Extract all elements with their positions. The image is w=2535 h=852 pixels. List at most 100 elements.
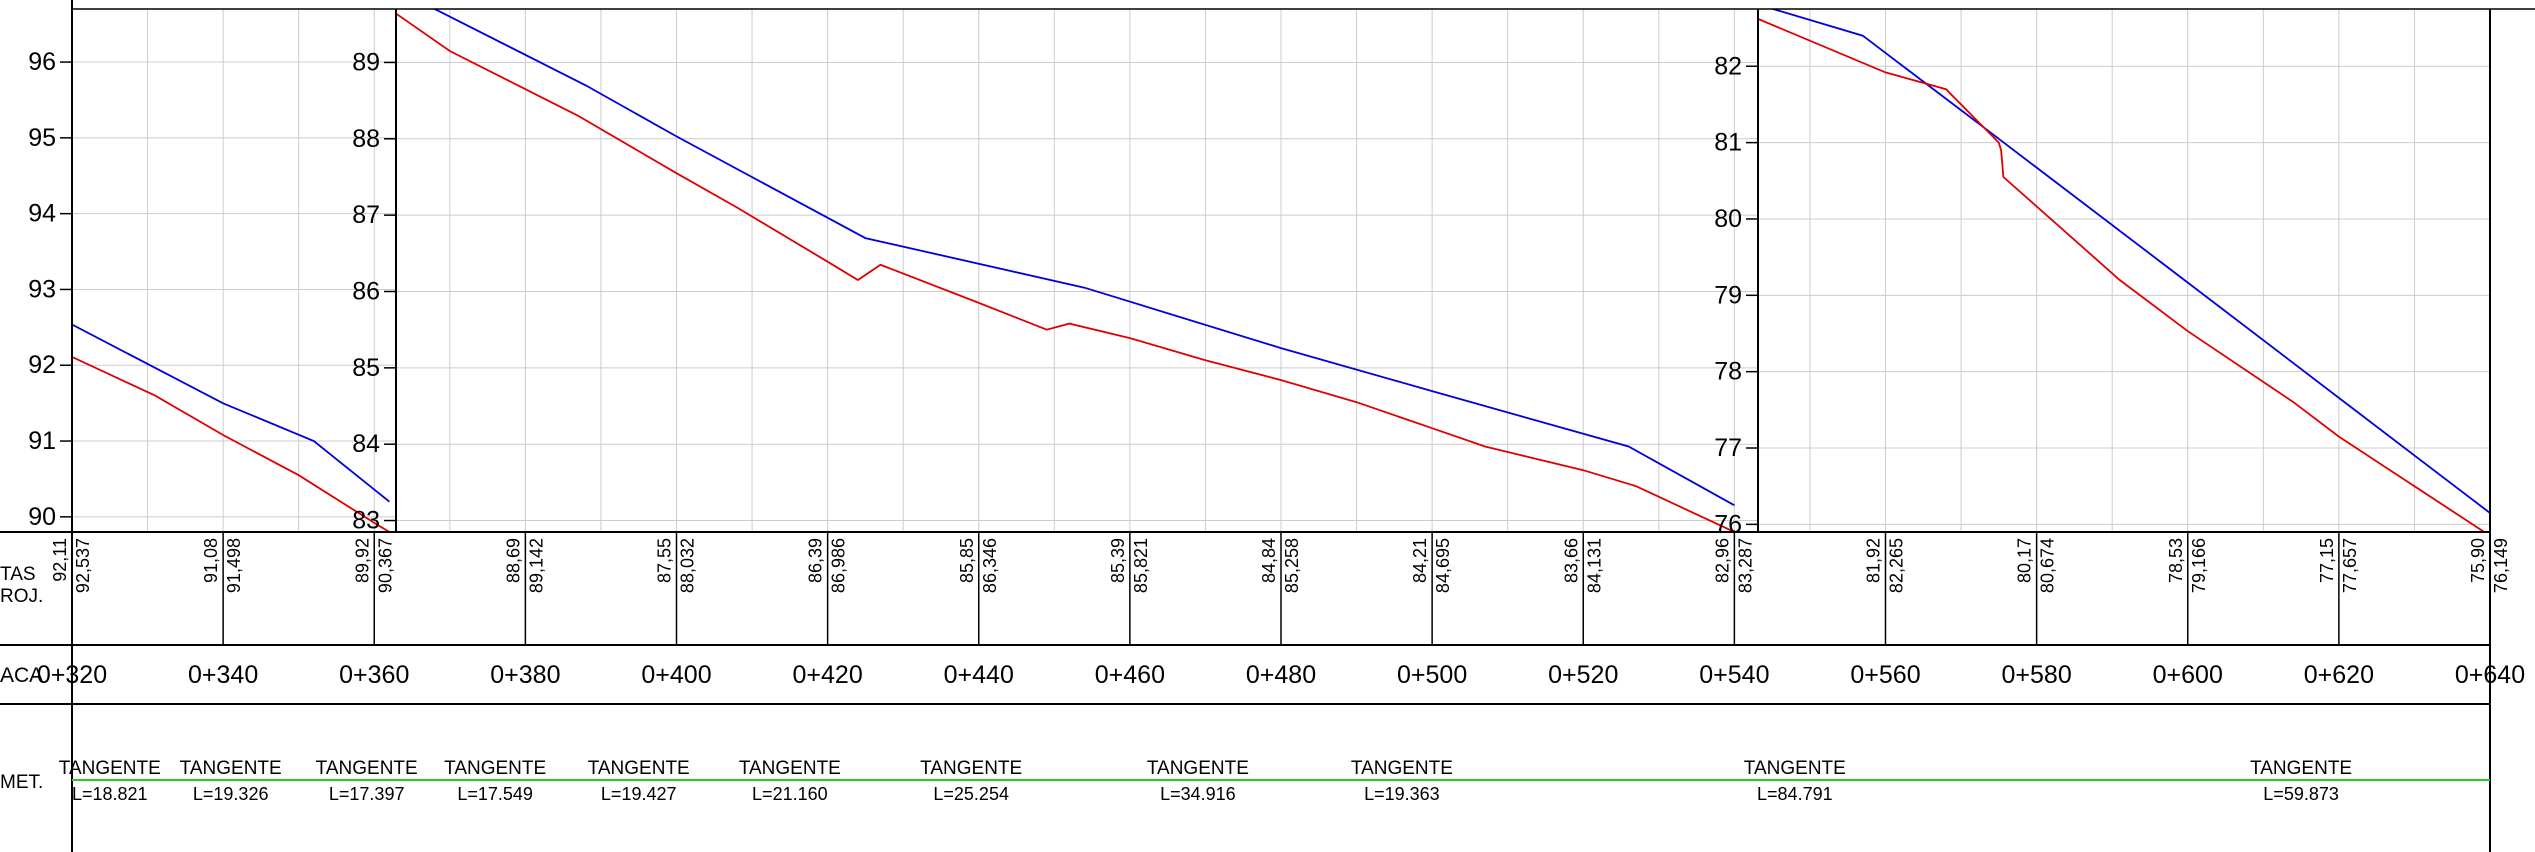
grade-line — [1769, 9, 2490, 514]
grade-elevation-label: 82,265 — [1887, 538, 1907, 593]
station-label: 0+620 — [2304, 661, 2374, 689]
data-bands: 92,11 92,537 0+320 91,08 91,498 0+340 89,92 90,… — [37, 532, 2525, 804]
terrain-elevation-label: 77,15 — [2317, 538, 2337, 583]
row-label-station: ACA — [0, 664, 43, 687]
grade-elevation-label: 90,367 — [375, 538, 395, 593]
row-label-geometry: MET. — [0, 772, 43, 793]
grade-elevation-label: 80,674 — [2038, 538, 2058, 593]
station-label: 0+600 — [2153, 661, 2223, 689]
y-tick-label: 86 — [352, 277, 380, 305]
y-tick-label: 78 — [1714, 358, 1742, 386]
geometry-length-label: L=84.791 — [1757, 784, 1833, 804]
y-tick-label: 89 — [352, 48, 380, 76]
geometry-length-label: L=59.873 — [2263, 784, 2339, 804]
grade-elevation-label: 91,498 — [224, 538, 244, 593]
grade-elevation-label: 85,821 — [1131, 538, 1151, 593]
station-label: 0+400 — [641, 661, 711, 689]
station-label: 0+380 — [490, 661, 560, 689]
y-tick-label: 87 — [352, 201, 380, 229]
geometry-type-label: TANGENTE — [180, 758, 282, 779]
y-tick-label: 85 — [352, 354, 380, 382]
y-tick-label: 88 — [352, 125, 380, 153]
y-tick-label: 91 — [28, 427, 56, 455]
geometry-length-label: L=18.821 — [72, 784, 148, 804]
station-label: 0+440 — [944, 661, 1014, 689]
terrain-elevation-label: 89,92 — [352, 538, 372, 583]
y-tick-label: 79 — [1714, 281, 1742, 309]
geometry-type-label: TANGENTE — [1351, 758, 1453, 779]
y-tick-label: 93 — [28, 275, 56, 303]
terrain-line — [72, 356, 390, 532]
station-label: 0+480 — [1246, 661, 1316, 689]
grade-elevation-label: 84,131 — [1584, 538, 1604, 593]
y-tick-label: 83 — [352, 507, 380, 535]
grade-elevation-label: 86,346 — [980, 538, 1000, 593]
terrain-elevation-label: 85,39 — [1108, 538, 1128, 583]
geometry-type-label: TANGENTE — [2250, 758, 2352, 779]
grade-elevation-label: 84,695 — [1433, 538, 1453, 593]
grade-elevation-label: 86,986 — [829, 538, 849, 593]
geometry-length-label: L=19.363 — [1364, 784, 1440, 804]
station-label: 0+320 — [37, 661, 107, 689]
grade-line — [72, 323, 390, 503]
profile-grid — [72, 9, 2490, 532]
geometry-length-label: L=21.160 — [752, 784, 828, 804]
grade-elevation-label: 83,287 — [1735, 538, 1755, 593]
terrain-elevation-label: 86,39 — [806, 538, 826, 583]
terrain-line — [396, 12, 1735, 532]
geometry-length-label: L=19.427 — [601, 784, 677, 804]
grade-elevation-label: 89,142 — [526, 538, 546, 593]
y-tick-label: 94 — [28, 200, 56, 228]
geometry-length-label: L=17.549 — [457, 784, 533, 804]
station-label: 0+340 — [188, 661, 258, 689]
y-tick-label: 95 — [28, 124, 56, 152]
terrain-elevation-label: 81,92 — [1864, 538, 1884, 583]
geometry-type-label: TANGENTE — [1147, 758, 1249, 779]
row-label-elevations-2: ROJ. — [0, 586, 43, 607]
station-label: 0+640 — [2455, 661, 2525, 689]
terrain-elevation-label: 92,11 — [50, 538, 70, 582]
terrain-elevation-label: 87,55 — [655, 538, 675, 583]
y-tick-label: 76 — [1714, 510, 1742, 538]
geometry-length-label: L=34.916 — [1160, 784, 1236, 804]
geometry-type-label: TANGENTE — [920, 758, 1022, 779]
geometry-type-label: TANGENTE — [59, 758, 161, 779]
y-tick-label: 82 — [1714, 52, 1742, 80]
y-tick-label: 96 — [28, 48, 56, 76]
grade-elevation-label: 76,149 — [2491, 538, 2511, 593]
y-tick-label: 90 — [28, 503, 56, 531]
grade-elevation-label: 77,657 — [2340, 538, 2360, 593]
terrain-elevation-label: 78,53 — [2166, 538, 2186, 583]
station-label: 0+560 — [1850, 661, 1920, 689]
station-label: 0+460 — [1095, 661, 1165, 689]
y-tick-label: 81 — [1714, 129, 1742, 157]
terrain-elevation-label: 91,08 — [201, 538, 221, 583]
geometry-length-label: L=17.397 — [329, 784, 405, 804]
station-label: 0+520 — [1548, 661, 1618, 689]
terrain-line — [1758, 17, 2486, 532]
grade-line — [432, 9, 1735, 507]
geometry-type-label: TANGENTE — [444, 758, 546, 779]
row-label-elevations-1: TAS — [0, 564, 36, 585]
grade-elevation-label: 88,032 — [678, 538, 698, 593]
geometry-type-label: TANGENTE — [316, 758, 418, 779]
terrain-elevation-label: 83,66 — [1561, 538, 1581, 583]
y-tick-label: 84 — [352, 430, 380, 458]
grade-elevation-label: 85,258 — [1282, 538, 1302, 593]
geometry-type-label: TANGENTE — [739, 758, 841, 779]
station-label: 0+540 — [1699, 661, 1769, 689]
elevation-axes: 90 91 92 93 94 95 96 83 84 85 86 87 88 89 76 77 78 79 80 81… — [28, 48, 1758, 538]
geometry-type-label: TANGENTE — [1744, 758, 1846, 779]
geometry-length-label: L=25.254 — [933, 784, 1009, 804]
grade-elevation-label: 79,166 — [2189, 538, 2209, 593]
y-tick-label: 80 — [1714, 205, 1742, 233]
y-tick-label: 92 — [28, 351, 56, 379]
terrain-elevation-label: 80,17 — [2015, 538, 2035, 583]
terrain-elevation-label: 88,69 — [503, 538, 523, 583]
station-label: 0+360 — [339, 661, 409, 689]
station-label: 0+500 — [1397, 661, 1467, 689]
geometry-length-label: L=19.326 — [193, 784, 269, 804]
station-label: 0+420 — [793, 661, 863, 689]
terrain-elevation-label: 82,96 — [1712, 538, 1732, 583]
